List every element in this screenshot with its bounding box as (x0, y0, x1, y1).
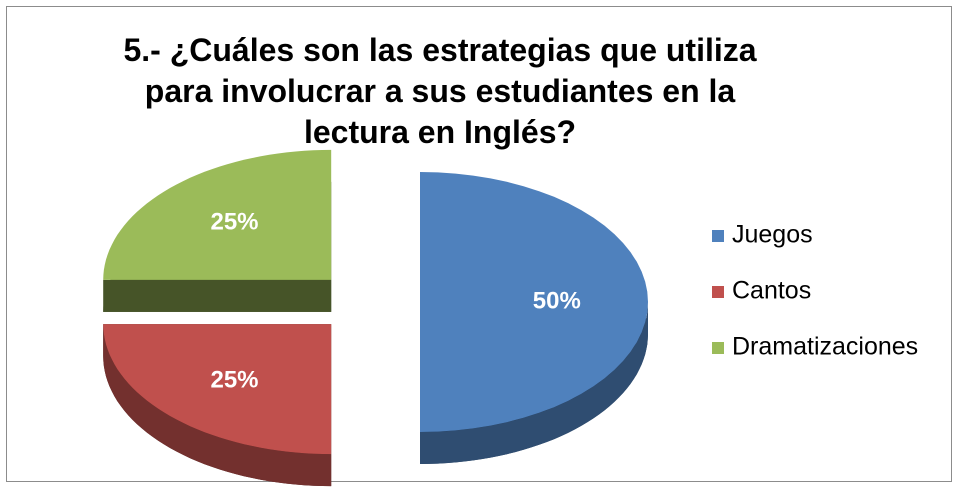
legend-swatch (712, 286, 724, 298)
pie-slice (103, 149, 332, 312)
pie-slice (420, 172, 648, 464)
slice-side (420, 302, 648, 464)
slice-top (103, 324, 332, 455)
data-label: 25% (210, 208, 258, 235)
legend-label: Dramatizaciones (732, 333, 918, 361)
legend-swatch (712, 342, 724, 354)
slice-cut-face (103, 279, 332, 312)
data-label: 50% (533, 287, 581, 314)
chart-border (6, 6, 952, 482)
legend-swatch (712, 230, 724, 242)
slice-top (103, 149, 332, 280)
data-label: 25% (210, 366, 258, 393)
slice-side (103, 324, 332, 487)
legend-label: Cantos (732, 277, 811, 305)
slice-top (420, 172, 648, 432)
pie-slice (103, 324, 332, 487)
legend-label: Juegos (732, 221, 813, 249)
chart-title: 5.- ¿Cuáles son las estrategias que util… (123, 32, 757, 150)
